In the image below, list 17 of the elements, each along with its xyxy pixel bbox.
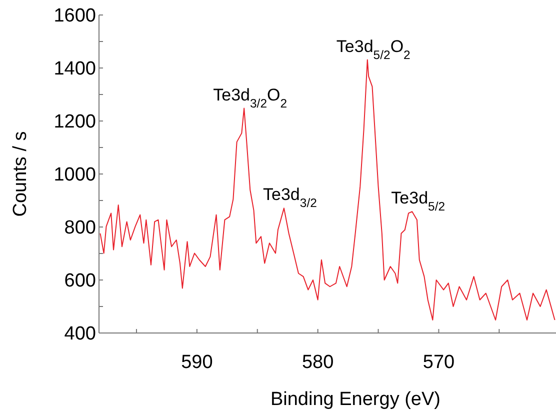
y-axis-title: Counts / s [10,131,31,217]
annotation: Te3d$_{3/2}$ [263,185,318,210]
annotation: Te3d$_{5/2}$O$_{2}$ [336,36,411,62]
y-tick-label: 600 [64,270,96,292]
y-tick-label: 1000 [54,164,96,186]
annotation: Te3d$_{3/2}$O$_{2}$ [213,85,288,110]
line-series [100,59,556,321]
y-tick-label: 1600 [54,6,96,27]
y-tick-label: 1200 [54,112,96,133]
x-tick-label: 570 [422,352,455,373]
y-tick-label: 1400 [54,58,96,80]
y-tick-label: 800 [64,218,96,239]
y-tick-label: 400 [64,324,96,345]
x-tick-label: 590 [181,352,213,373]
x-tick-label: 580 [302,352,334,373]
x-axis-title: Binding Energy (eV) [270,389,441,410]
annotation: Te3d$_{5/2}$ [391,188,446,214]
